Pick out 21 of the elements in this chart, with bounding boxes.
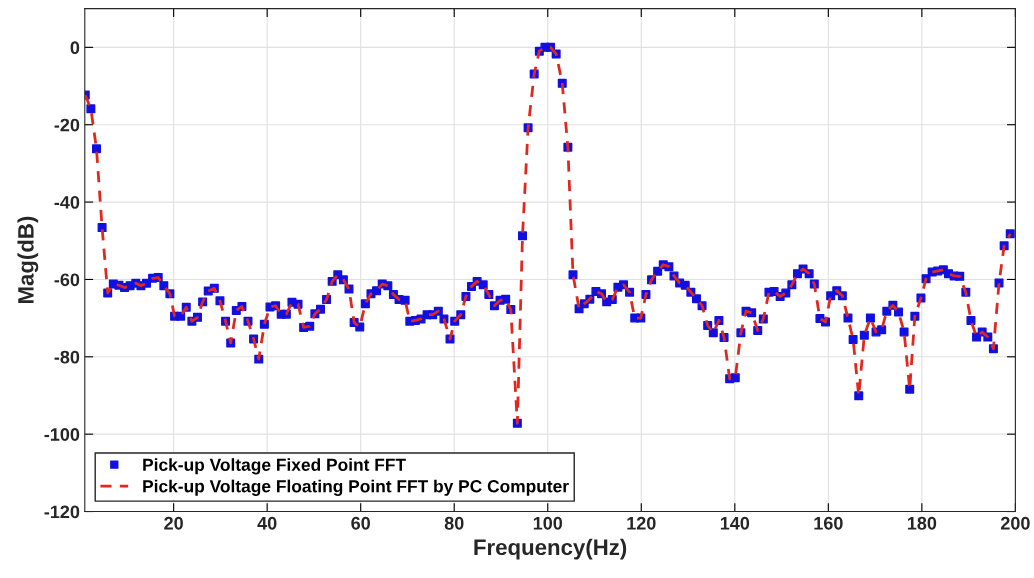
x-tick-label: 100 <box>533 516 563 530</box>
x-tick-label: 180 <box>907 516 937 530</box>
x-tick-label: 120 <box>627 516 656 530</box>
y-tick-label: -40 <box>54 196 80 209</box>
legend-label: Pick-up Voltage Fixed Point FFT <box>143 458 406 475</box>
x-tick-label: 80 <box>444 516 464 530</box>
y-tick-label: -100 <box>44 428 80 441</box>
legend-label: Pick-up Voltage Floating Point FFT by PC Computer <box>143 479 569 496</box>
x-tick-label: 200 <box>1000 516 1030 530</box>
x-tick-label: 160 <box>814 516 843 530</box>
x-tick-label: 40 <box>257 516 277 530</box>
y-tick-label: -80 <box>54 350 80 364</box>
y-tick-label: -120 <box>44 505 80 519</box>
y-axis-title: Mag(dB) <box>17 216 39 304</box>
x-tick-label: 20 <box>164 516 183 530</box>
y-tick-label: -20 <box>54 118 80 132</box>
y-tick-label: 0 <box>70 41 80 55</box>
x-tick-label: 140 <box>720 516 750 530</box>
x-axis-title: Frequency(Hz) <box>474 538 627 560</box>
x-tick-label: 60 <box>351 516 370 530</box>
y-tick-label: -60 <box>54 273 80 287</box>
